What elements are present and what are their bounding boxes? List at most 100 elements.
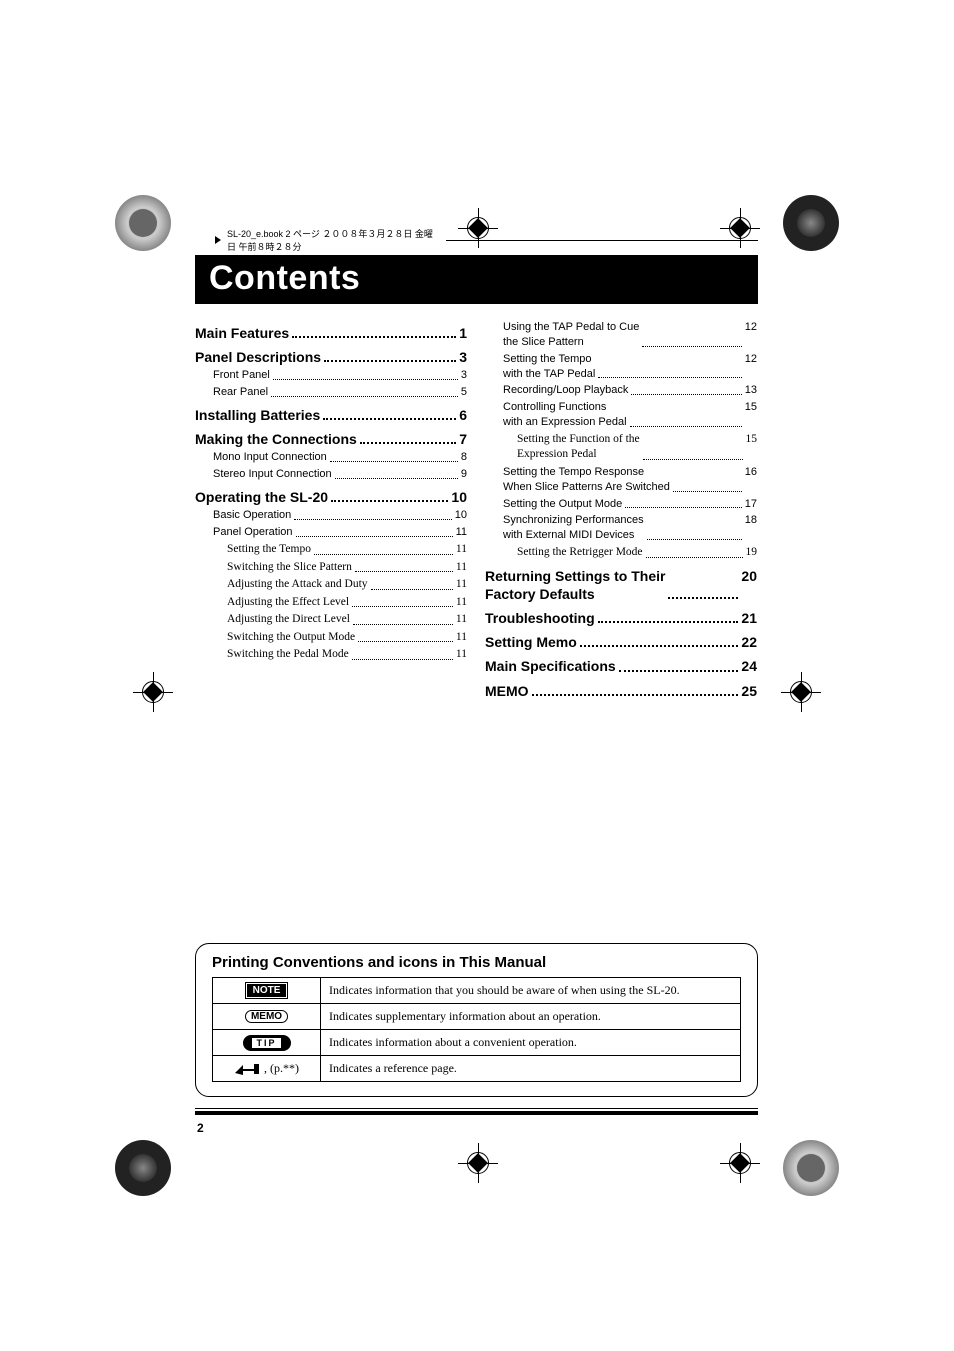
toc-leader-dots [598, 352, 741, 379]
toc-page-number: 11 [456, 560, 467, 576]
toc-page-number: 22 [741, 633, 757, 651]
toc-entry[interactable]: Controlling Functions with an Expression… [503, 400, 757, 430]
toc-page-number: 11 [456, 630, 467, 646]
toc-page-number: 15 [745, 400, 757, 430]
toc-entry[interactable]: Front Panel3 [213, 368, 467, 383]
toc-entry[interactable]: Rear Panel5 [213, 385, 467, 400]
toc-label: Setting the Tempo Response When Slice Pa… [503, 465, 670, 495]
toc-leader-dots [580, 633, 739, 647]
page-content: SL-20_e.book 2 ページ ２００８年３月２８日 金曜日 午前８時２８… [195, 255, 758, 1125]
toc-label: Switching the Pedal Mode [227, 647, 349, 663]
toc-leader-dots [643, 432, 743, 460]
toc-leader-dots [323, 406, 456, 420]
page-title: Contents [195, 255, 758, 304]
toc-entry[interactable]: Adjusting the Direct Level11 [227, 612, 467, 628]
toc-page-number: 11 [456, 542, 467, 558]
toc-page-number: 10 [455, 508, 467, 523]
toc-leader-dots [360, 430, 456, 444]
toc-page-number: 17 [745, 497, 757, 512]
convention-icon-cell: NOTE [212, 977, 320, 1004]
toc-entry[interactable]: Synchronizing Performances with External… [503, 513, 757, 543]
header-rule [446, 240, 758, 241]
toc-entry[interactable]: Recording/Loop Playback 13 [503, 383, 757, 398]
toc-entry[interactable]: Panel Descriptions3 [195, 348, 467, 366]
memo-icon: MEMO [245, 1010, 288, 1023]
toc-page-number: 20 [741, 567, 757, 603]
conventions-title: Printing Conventions and icons in This M… [212, 954, 741, 971]
toc-page-number: 12 [745, 320, 757, 350]
toc-entry[interactable]: Troubleshooting21 [485, 609, 757, 627]
toc-entry[interactable]: Setting the Function of the Expression P… [517, 432, 757, 463]
toc-page-number: 11 [456, 595, 467, 611]
toc-label: Troubleshooting [485, 609, 595, 627]
toc-entry[interactable]: Setting the Tempo11 [227, 542, 467, 558]
toc-entry[interactable]: Switching the Output Mode11 [227, 630, 467, 646]
toc-entry[interactable]: Making the Connections7 [195, 430, 467, 448]
toc-leader-dots [619, 657, 739, 671]
toc-entry[interactable]: Returning Settings to Their Factory Defa… [485, 567, 757, 603]
toc-page-number: 13 [745, 383, 757, 398]
toc-leader-dots [292, 324, 456, 338]
convention-row: TIP Indicates information about a conveni… [212, 1030, 741, 1056]
toc-leader-dots [330, 450, 458, 462]
toc-page-number: 11 [456, 647, 467, 663]
toc-entry[interactable]: Adjusting the Effect Level11 [227, 595, 467, 611]
table-of-contents: Main Features1 Panel Descriptions3 Front P… [195, 318, 758, 700]
toc-label: Using the TAP Pedal to Cue the Slice Pat… [503, 320, 639, 350]
toc-entry[interactable]: Adjusting the Attack and Duty 11 [227, 577, 467, 593]
toc-entry[interactable]: Stereo Input Connection 9 [213, 467, 467, 482]
toc-label: Stereo Input Connection [213, 467, 332, 482]
toc-label: Front Panel [213, 368, 270, 383]
toc-page-number: 11 [456, 577, 467, 593]
toc-label: Setting Memo [485, 633, 577, 651]
toc-leader-dots [647, 513, 742, 540]
toc-page-number: 18 [745, 513, 757, 543]
toc-leader-dots [646, 545, 743, 558]
toc-leader-dots [324, 348, 456, 362]
toc-entry[interactable]: Setting the Tempo Response When Slice Pa… [503, 465, 757, 495]
toc-label: MEMO [485, 682, 529, 700]
tip-icon: TIP [243, 1035, 291, 1051]
convention-icon-cell: TIP [212, 1030, 320, 1056]
convention-icon-cell: MEMO [212, 1004, 320, 1030]
toc-entry[interactable]: Using the TAP Pedal to Cue the Slice Pat… [503, 320, 757, 350]
toc-label: Panel Operation [213, 525, 293, 540]
header-text: SL-20_e.book 2 ページ ２００８年３月２８日 金曜日 午前８時２８… [227, 227, 436, 253]
toc-entry[interactable]: Setting the Output Mode17 [503, 497, 757, 512]
toc-leader-dots [352, 595, 453, 608]
registration-mark-icon [781, 672, 821, 712]
toc-entry[interactable]: Main Specifications24 [485, 657, 757, 675]
toc-entry[interactable]: Setting the Tempo with the TAP Pedal12 [503, 352, 757, 382]
toc-entry[interactable]: Switching the Slice Pattern11 [227, 560, 467, 576]
toc-label: Adjusting the Direct Level [227, 612, 350, 628]
toc-page-number: 9 [461, 467, 467, 482]
toc-entry[interactable]: Setting Memo 22 [485, 633, 757, 651]
convention-description: Indicates information about a convenient… [320, 1030, 741, 1056]
toc-entry[interactable]: Operating the SL-2010 [195, 488, 467, 506]
crop-corner-icon [115, 1140, 171, 1196]
convention-row: NOTEIndicates information that you shoul… [212, 977, 741, 1004]
toc-entry[interactable]: Installing Batteries6 [195, 406, 467, 424]
note-icon: NOTE [246, 983, 288, 998]
toc-entry[interactable]: Switching the Pedal Mode 11 [227, 647, 467, 663]
toc-entry[interactable]: MEMO 25 [485, 682, 757, 700]
toc-label: Mono Input Connection [213, 450, 327, 465]
toc-entry[interactable]: Setting the Retrigger Mode19 [517, 545, 757, 561]
toc-label: Installing Batteries [195, 406, 320, 424]
page-number: 2 [197, 1121, 204, 1135]
toc-entry[interactable]: Panel Operation11 [213, 525, 467, 540]
toc-label: Recording/Loop Playback [503, 383, 628, 398]
toc-leader-dots [331, 488, 448, 502]
toc-entry[interactable]: Basic Operation10 [213, 508, 467, 523]
crop-corner-icon [783, 1140, 839, 1196]
crop-corner-icon [115, 195, 171, 251]
convention-row: , (p.**)Indicates a reference page. [212, 1056, 741, 1082]
toc-entry[interactable]: Main Features1 [195, 324, 467, 342]
toc-label: Returning Settings to Their Factory Defa… [485, 567, 665, 603]
toc-entry[interactable]: Mono Input Connection8 [213, 450, 467, 465]
toc-label: Adjusting the Attack and Duty [227, 577, 368, 593]
toc-page-number: 24 [741, 657, 757, 675]
toc-page-number: 25 [741, 682, 757, 700]
toc-column-left: Main Features1 Panel Descriptions3 Front P… [195, 318, 467, 700]
toc-leader-dots [668, 567, 738, 599]
